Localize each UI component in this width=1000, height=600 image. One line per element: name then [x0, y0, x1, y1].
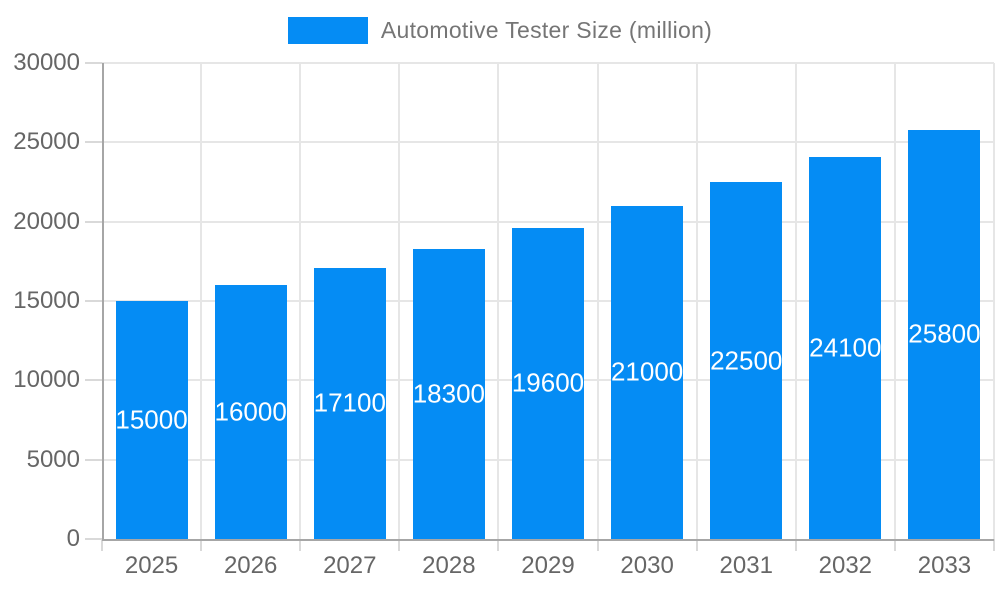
- y-tick-label: 5000: [26, 445, 80, 473]
- y-tick-label: 0: [66, 525, 80, 552]
- x-tick-label: 2027: [323, 552, 377, 579]
- bar-value-label: 17100: [313, 387, 386, 418]
- x-tick-mark: [596, 539, 599, 551]
- y-axis-labels: 0 5000 10000 15000 20000 25000 30000: [0, 50, 80, 552]
- x-tick-label: 2029: [521, 552, 575, 579]
- x-tick-mark: [101, 539, 103, 551]
- y-tick-label: 25000: [13, 128, 80, 156]
- x-tick-mark: [497, 539, 500, 551]
- x-tick-label: 2033: [917, 552, 972, 579]
- h-gridline: [85, 141, 994, 144]
- x-tick-label: 2026: [223, 552, 278, 579]
- x-tick-mark: [200, 539, 203, 551]
- v-gridline: [497, 63, 500, 539]
- y-tick-label: 30000: [13, 49, 80, 76]
- legend-item[interactable]: Automotive Tester Size (million): [287, 17, 713, 44]
- bar-value-label: 22500: [710, 345, 783, 375]
- x-tick-label: 2025: [124, 552, 179, 579]
- x-tick-label: 2031: [719, 552, 773, 579]
- legend-label: Automotive Tester Size (million): [380, 17, 713, 43]
- plot-area: 15000 16000 17100 18300 19600 21000 22500 24100…: [85, 62, 995, 551]
- h-gridline: [85, 220, 994, 223]
- x-axis-line: [102, 539, 994, 541]
- v-gridline: [596, 63, 599, 539]
- x-axis-labels: 2025 2026 2027 2028 2029 2030 2031 2032 2033: [102, 552, 994, 584]
- x-tick-mark: [794, 539, 797, 551]
- bar-2030: 21000: [610, 205, 684, 539]
- x-tick-mark: [398, 539, 401, 551]
- legend-swatch-icon: [287, 17, 368, 44]
- x-tick-label: 2032: [818, 552, 873, 579]
- v-gridline: [794, 63, 797, 539]
- bar-value-label: 19600: [511, 367, 585, 398]
- bar-value-label: 21000: [610, 356, 684, 387]
- bar-value-label: 16000: [214, 396, 287, 427]
- y-tick-label: 20000: [13, 207, 80, 235]
- bar-2029: 19600: [512, 228, 584, 539]
- bar-value-label: 15000: [115, 404, 188, 435]
- x-tick-mark: [299, 539, 302, 551]
- bar-value-label: 24100: [809, 332, 882, 363]
- v-gridline: [993, 63, 995, 539]
- bar-2025: 15000: [115, 301, 188, 539]
- legend: Automotive Tester Size (million): [0, 17, 1000, 44]
- x-tick-label: 2028: [422, 552, 476, 579]
- bar-value-label: 18300: [412, 378, 486, 409]
- x-tick-mark: [695, 539, 698, 551]
- bar-2031: 22500: [710, 182, 782, 539]
- bar-2032: 24100: [809, 156, 882, 539]
- v-gridline: [893, 63, 896, 539]
- h-gridline: [85, 62, 994, 64]
- bar-2026: 16000: [215, 285, 287, 539]
- bar-value-label: 25800: [908, 318, 981, 349]
- y-tick-label: 15000: [13, 287, 80, 314]
- y-axis-line: [102, 63, 104, 539]
- v-gridline: [398, 63, 401, 539]
- v-gridline: [299, 63, 302, 539]
- x-tick-mark: [893, 539, 896, 551]
- bar-2028: 18300: [412, 248, 486, 539]
- v-gridline: [695, 63, 698, 539]
- x-tick-mark: [993, 539, 995, 551]
- h-gridline: [85, 538, 994, 540]
- bar-2027: 17100: [313, 267, 386, 539]
- x-tick-label: 2030: [620, 552, 674, 579]
- bar-2033: 25800: [908, 129, 981, 539]
- y-tick-label: 10000: [13, 366, 80, 394]
- v-gridline: [200, 63, 203, 539]
